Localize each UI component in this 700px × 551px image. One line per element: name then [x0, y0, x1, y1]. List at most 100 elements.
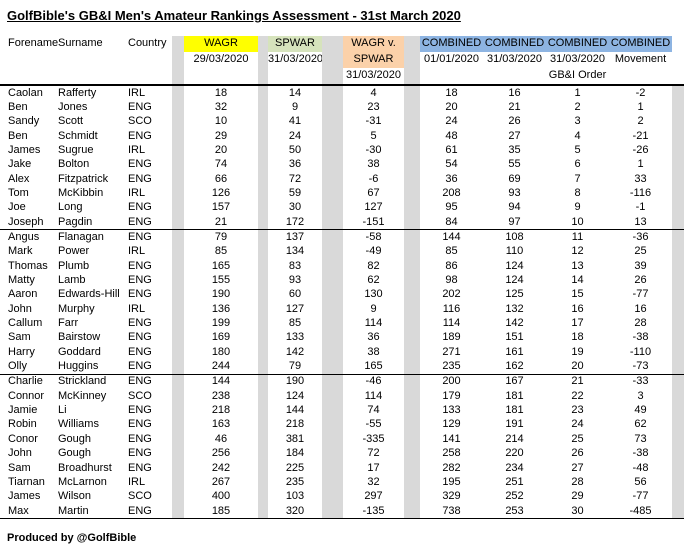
combined-jan-cell: 141 [442, 432, 461, 445]
combined-mar-cell: 55 [508, 158, 521, 171]
combined-mar-cell: 16 [508, 86, 521, 99]
column-separator [172, 215, 184, 231]
country-cell: ENG [128, 404, 152, 417]
combined-jan-cell: 133 [442, 404, 461, 417]
gbi-order-cell: 5 [574, 143, 581, 156]
column-separator [322, 172, 343, 187]
spacer [684, 360, 692, 375]
combined-jan-cell: 36 [445, 172, 458, 185]
column-separator [672, 36, 684, 52]
wagr-cell: 79 [214, 231, 228, 244]
column-separator [404, 259, 420, 274]
surname-cell: McLarnon [58, 475, 107, 488]
column-separator [322, 374, 343, 390]
movement-cell: 62 [634, 418, 647, 431]
wagr-cell: 32 [214, 100, 228, 113]
table-row: James Wilson SCO 400 103 297 329 252 29 -77 [0, 489, 692, 504]
spacer [684, 158, 692, 172]
spacer [684, 317, 692, 331]
table-row: Sam Broadhurst ENG 242 225 17 282 234 27 -48 [0, 460, 692, 476]
column-separator [172, 460, 184, 476]
empty-cell [128, 52, 172, 68]
col-header-movement-label: Movement [614, 53, 667, 66]
spwar-cell: 184 [285, 447, 305, 460]
table-row: Olly Huggins ENG 244 79 165 235 162 20 -73 [0, 359, 692, 375]
col-header-gbi-order: GB&I Order [546, 68, 609, 86]
wagr-v-spwar-cell: 127 [364, 201, 383, 214]
wagr-cell: 144 [211, 375, 231, 388]
combined-mar-cell: 108 [505, 231, 524, 244]
gbi-order-cell: 4 [574, 129, 581, 142]
spwar-cell: 59 [288, 186, 302, 199]
forename-cell: Joe [8, 201, 26, 214]
spacer [684, 490, 692, 504]
column-separator [322, 359, 343, 375]
combined-mar-cell: 252 [505, 490, 524, 503]
movement-cell: -116 [629, 186, 652, 199]
spacer [684, 36, 692, 52]
spacer [684, 447, 692, 461]
col-header-surname: Surname [58, 37, 103, 50]
forename-cell: Callum [8, 317, 43, 330]
column-separator [172, 100, 184, 115]
wagr-cell: 238 [211, 389, 231, 402]
gbi-order-cell: 9 [574, 201, 581, 214]
column-separator [672, 172, 684, 187]
column-separator [172, 157, 184, 173]
wagr-cell: 244 [184, 359, 258, 375]
country-cell: SCO [128, 490, 152, 503]
country-cell: ENG [128, 215, 172, 231]
column-separator [404, 100, 420, 115]
movement-cell: -73 [609, 359, 672, 375]
forename-cell: Tom [8, 186, 29, 199]
column-separator [672, 316, 684, 331]
column-separator [258, 359, 268, 375]
column-separator [172, 273, 184, 288]
spacer [684, 389, 692, 403]
combined-mar-cell: 191 [505, 418, 524, 431]
gbi-order-cell: 12 [571, 245, 584, 258]
col-header-combined-jan: COMBINED [420, 36, 483, 52]
wagr-cell: 185 [184, 503, 258, 520]
forename-cell: Tiarnan [8, 475, 45, 488]
column-separator [404, 273, 420, 288]
spwar-cell: 381 [285, 432, 305, 445]
column-separator [404, 229, 420, 245]
combined-mar-cell: 93 [508, 186, 521, 199]
combined-jan-cell: 61 [445, 143, 458, 156]
column-separator [322, 503, 343, 520]
combined-mar-cell: 69 [508, 172, 521, 185]
table-row: Charlie Strickland ENG 144 190 -46 200 167 21 -33 [0, 374, 692, 390]
combined-jan-cell: 114 [442, 317, 461, 330]
country-cell: IRL [128, 302, 146, 315]
combined-jan-cell: 116 [442, 302, 461, 315]
combined-mar-cell: 220 [505, 447, 524, 460]
spacer [684, 245, 692, 259]
column-separator [404, 200, 420, 216]
table-row: Jamie Li ENG 218 144 74 133 181 23 49 [0, 403, 692, 418]
column-separator [404, 432, 420, 447]
column-separator [672, 157, 684, 173]
movement-cell: 56 [634, 475, 647, 488]
combined-mar-cell: 234 [505, 461, 524, 474]
wagr-cell: 20 [214, 143, 228, 156]
column-separator [258, 186, 268, 201]
combined-mar-cell: 26 [508, 115, 521, 128]
country-cell: IRL [128, 475, 146, 488]
table-row: Ben Schmidt ENG 29 24 5 48 27 4 -21 [0, 129, 692, 144]
spwar-cell: 72 [288, 172, 302, 185]
column-separator [172, 389, 184, 404]
column-separator [172, 417, 184, 433]
header-row-2: 29/03/2020 31/03/2020 SPWAR 01/01/2020 3… [0, 52, 692, 68]
table-row: Tom McKibbin IRL 126 59 67 208 93 8 -116 [0, 186, 692, 201]
column-separator [672, 446, 684, 461]
gbi-order-cell: 26 [571, 447, 584, 460]
combined-jan-cell: 98 [445, 274, 458, 287]
column-separator [322, 100, 343, 115]
movement-cell: 3 [637, 389, 644, 402]
column-separator [322, 345, 343, 360]
wagr-v-spwar-cell: 23 [367, 100, 380, 113]
column-separator [258, 503, 268, 520]
movement-cell: 28 [634, 317, 647, 330]
empty-cell [128, 68, 172, 86]
